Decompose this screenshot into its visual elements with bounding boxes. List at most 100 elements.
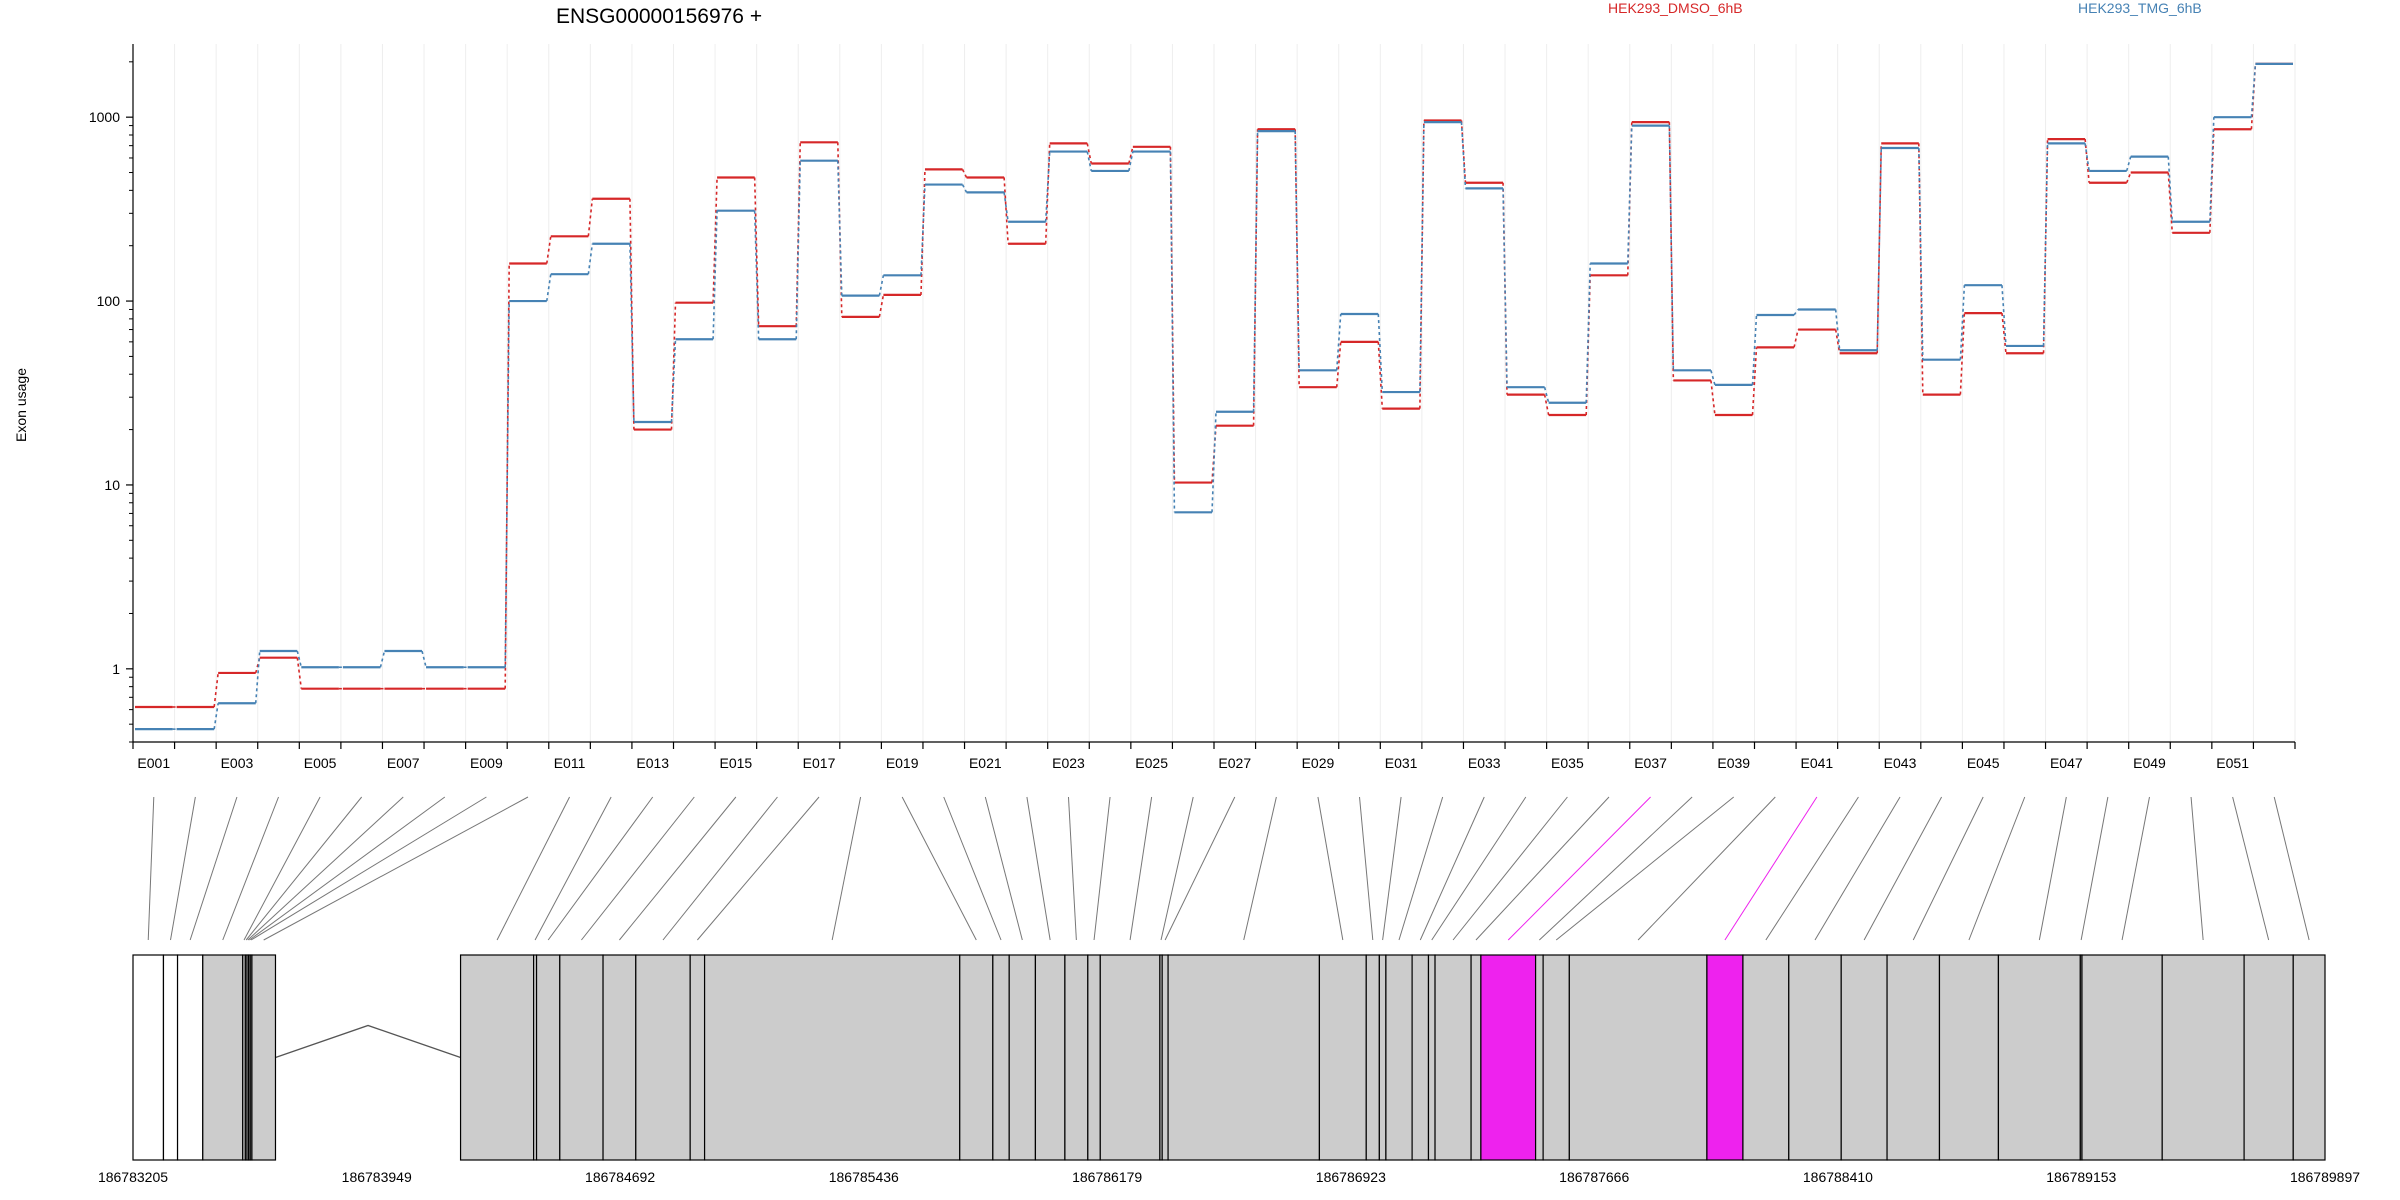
x-tick-label: E017: [803, 755, 836, 771]
y-axis-label: Exon usage: [13, 368, 29, 442]
series-1-connector: [296, 657, 303, 689]
series-2-connector: [2167, 156, 2174, 222]
x-tick-label: E019: [886, 755, 919, 771]
series-2-connector: [1211, 411, 1217, 513]
exon-connector: [1968, 796, 2026, 941]
exon-block: [162, 954, 179, 1161]
series-1-connector: [1003, 177, 1009, 244]
exon-block: [703, 954, 961, 1161]
series-2-connector: [1793, 309, 1799, 316]
series-1-connector: [629, 198, 635, 430]
series-2-connector: [1626, 125, 1633, 264]
exon-block: [1534, 954, 1544, 1161]
exon-connector: [249, 796, 446, 941]
series-1-connector: [1959, 313, 1966, 395]
series-1-connector: [1252, 129, 1259, 426]
exon-connector: [1765, 796, 1859, 941]
exon-block: [959, 954, 994, 1161]
genomic-coord-label: 186786179: [1072, 1169, 1142, 1185]
exon-connector: [534, 796, 612, 941]
exon-connector: [2121, 796, 2150, 941]
exon-block: [1427, 954, 1436, 1161]
x-tick-label: E047: [2050, 755, 2083, 771]
exon-block: [1470, 954, 1482, 1161]
exon-block: [2292, 954, 2326, 1161]
exon-connector: [547, 796, 654, 941]
series-1-connector: [1460, 120, 1467, 183]
series-1-connector: [2125, 172, 2132, 184]
x-tick-label: E027: [1218, 755, 1251, 771]
exon-connector: [662, 796, 778, 941]
x-tick-label: E033: [1468, 755, 1501, 771]
series-2-connector: [379, 650, 386, 668]
exon-connector: [831, 796, 862, 941]
series-1-connector: [1169, 146, 1176, 483]
exon-connector: [2190, 796, 2204, 941]
exon-connector: [619, 796, 737, 941]
series-1-connector: [1128, 146, 1134, 164]
genomic-coord-label: 186788410: [1803, 1169, 1873, 1185]
exon-block: [559, 954, 604, 1161]
grid-layer: [132, 44, 2296, 742]
exon-connector: [1026, 796, 1051, 941]
series-1-connector: [1294, 129, 1300, 388]
intron-line: [275, 1024, 461, 1059]
exon-block: [1840, 954, 1888, 1161]
series-1-connector: [1377, 341, 1384, 409]
exon-connector: [496, 796, 571, 941]
series-2-connector: [1834, 309, 1841, 351]
exon-block: [1378, 954, 1387, 1161]
exon-block: [1034, 954, 1066, 1161]
y-tick-label: 10: [104, 477, 120, 493]
exon-connector: [243, 796, 321, 941]
exon-connector: [984, 796, 1023, 941]
exon-connector: [170, 796, 196, 941]
exon-connector: [1382, 796, 1402, 941]
series-2-connector: [254, 650, 261, 704]
series-2-connector: [1585, 263, 1591, 403]
exon-block: [1008, 954, 1037, 1161]
x-tick-label: E051: [2216, 755, 2249, 771]
exon-connector: [943, 796, 1002, 941]
series-2-connector: [587, 243, 594, 275]
x-tick-label: E003: [221, 755, 254, 771]
series-2-connector: [1294, 131, 1300, 371]
exon-connector-layer: [147, 796, 2310, 941]
series-2-connector: [1252, 131, 1259, 412]
exon-block: [1938, 954, 2000, 1161]
exon-block: [1099, 954, 1161, 1161]
exon-connector: [1359, 796, 1374, 941]
exon-block: [1542, 954, 1570, 1161]
x-tick-label: E039: [1717, 755, 1750, 771]
series-2-connector: [837, 160, 843, 296]
genomic-coord-label: 186783949: [342, 1169, 412, 1185]
series-2-connector: [1710, 370, 1716, 386]
exon-connector: [1814, 796, 1901, 941]
axes-layer: 1 10 100 1000 E001 E003 E005 E007 E009 E011 E013 E0…: [89, 44, 2296, 771]
series-2-connector: [670, 339, 677, 423]
series-1-connector: [1044, 143, 1051, 244]
legend-dmso: HEK293_DMSO_6hB: [1608, 0, 1743, 16]
exon-block: [635, 954, 691, 1161]
series-layer: [135, 62, 2293, 731]
exon-block: [1087, 954, 1101, 1161]
genomic-coord-label: 186785436: [829, 1169, 899, 1185]
exon-connector: [901, 796, 977, 941]
chart-title: ENSG00000156976 +: [556, 5, 762, 28]
exon-connector: [222, 796, 279, 941]
exon-connector: [1067, 796, 1077, 941]
x-tick-label: E049: [2133, 755, 2166, 771]
exon-block: [1365, 954, 1380, 1161]
exon-connector: [1555, 796, 1735, 941]
exon-connector: [263, 796, 529, 941]
exon-block: [1411, 954, 1430, 1161]
exon-connector: [2080, 796, 2109, 941]
exon-connector: [189, 796, 238, 941]
exon-block: [202, 954, 244, 1161]
exon-connector: [1475, 796, 1610, 941]
series-2-connector: [1543, 387, 1550, 403]
exon-block: [459, 954, 535, 1161]
exon-connector: [1160, 796, 1194, 941]
exon-block: [535, 954, 561, 1161]
exon-block: [2161, 954, 2245, 1161]
